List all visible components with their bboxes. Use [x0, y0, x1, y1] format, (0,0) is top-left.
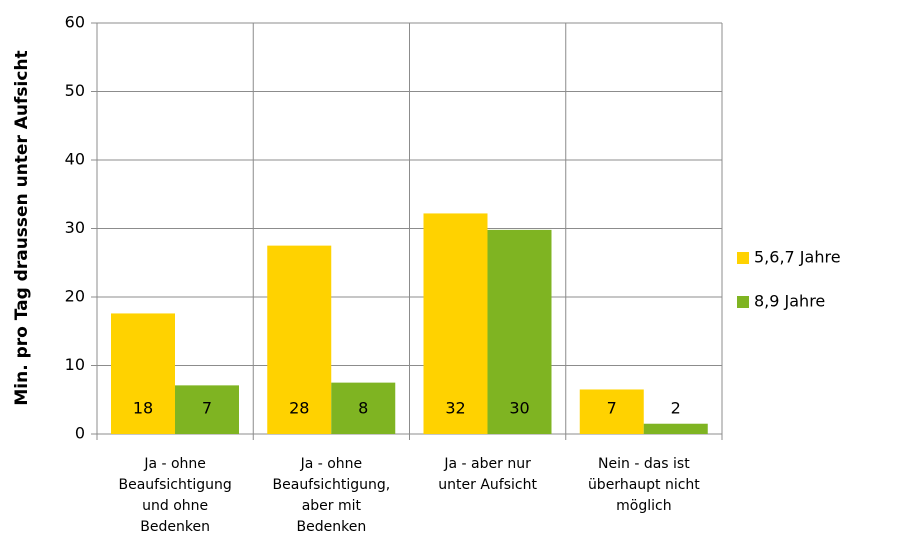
- bar: [579, 389, 644, 434]
- legend-label: 5,6,7 Jahre: [754, 248, 841, 267]
- x-tick-label: Bedenken: [140, 519, 210, 535]
- x-tick-label: und ohne: [142, 498, 208, 514]
- x-tick-label: Ja - ohne: [143, 456, 206, 472]
- y-tick-label: 30: [65, 218, 85, 237]
- value-label: 7: [202, 399, 212, 418]
- bar: [175, 385, 239, 434]
- x-tick-label: überhaupt nicht: [588, 477, 700, 493]
- y-tick-label: 60: [65, 13, 85, 32]
- value-label: 7: [607, 399, 617, 418]
- value-label: 8: [358, 399, 368, 418]
- bar: [487, 229, 552, 434]
- bar: [643, 423, 708, 434]
- value-label: 2: [671, 399, 681, 418]
- x-tick-label: Ja - aber nur: [443, 456, 531, 472]
- y-tick-label: 20: [65, 287, 85, 306]
- x-tick-label: möglich: [616, 498, 671, 514]
- value-label: 28: [289, 399, 309, 418]
- bar: [111, 313, 175, 434]
- x-tick-label: Beaufsichtigung,: [273, 477, 391, 493]
- x-tick-label: aber mit: [302, 498, 362, 514]
- y-tick-label: 0: [75, 424, 85, 443]
- bar: [267, 245, 332, 434]
- x-tick-label: Nein - das ist: [598, 456, 690, 472]
- bar: [331, 382, 396, 434]
- value-label: 18: [133, 399, 153, 418]
- y-axis-title: Min. pro Tag draussen unter Aufsicht: [12, 50, 32, 405]
- y-tick-label: 40: [65, 150, 85, 169]
- legend-label: 8,9 Jahre: [754, 292, 825, 311]
- x-tick-label: unter Aufsicht: [438, 477, 537, 493]
- bar: [423, 213, 488, 434]
- legend-swatch: [737, 252, 749, 264]
- y-tick-label: 50: [65, 81, 85, 100]
- x-tick-label: Ja - ohne: [300, 456, 363, 472]
- legend-swatch: [737, 296, 749, 308]
- value-label: 30: [509, 399, 529, 418]
- x-tick-label: Beaufsichtigung: [118, 477, 231, 493]
- x-tick-label: Bedenken: [297, 519, 367, 535]
- y-tick-label: 10: [65, 355, 85, 374]
- value-label: 32: [445, 399, 465, 418]
